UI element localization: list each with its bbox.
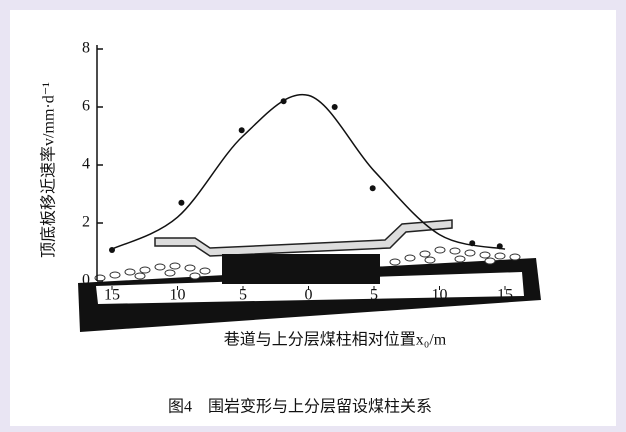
y-tick-label: 4 (82, 156, 90, 173)
x-tick-label: 5 (370, 287, 378, 304)
data-point (178, 200, 184, 206)
y-tick-label: 8 (82, 40, 90, 57)
x-tick-label: 10 (170, 287, 186, 304)
y-axis-label: 顶底板移近速率v/mm·d⁻¹ (40, 82, 58, 258)
x-axis-label: 巷道与上分层煤柱相对位置x₀/m (224, 331, 447, 349)
data-point (370, 185, 376, 191)
y-tick-label: 0 (82, 272, 90, 289)
data-point (332, 104, 338, 110)
x-tick-label: 0 (305, 287, 313, 304)
x-tick-label: 5 (239, 287, 247, 304)
chart: 顶底板移近速率v/mm·d⁻¹ 巷道与上分层煤柱相对位置x₀/m 图4 围岩变形… (0, 0, 626, 432)
paper (10, 10, 616, 426)
y-tick-label: 6 (82, 98, 90, 115)
x-tick-label: 15 (497, 287, 513, 304)
x-tick-label: 10 (432, 287, 448, 304)
caption: 图4 围岩变形与上分层留设煤柱关系 (168, 398, 432, 416)
y-tick-label: 2 (82, 214, 90, 231)
data-point (239, 127, 245, 133)
x-tick-label: 15 (104, 287, 120, 304)
